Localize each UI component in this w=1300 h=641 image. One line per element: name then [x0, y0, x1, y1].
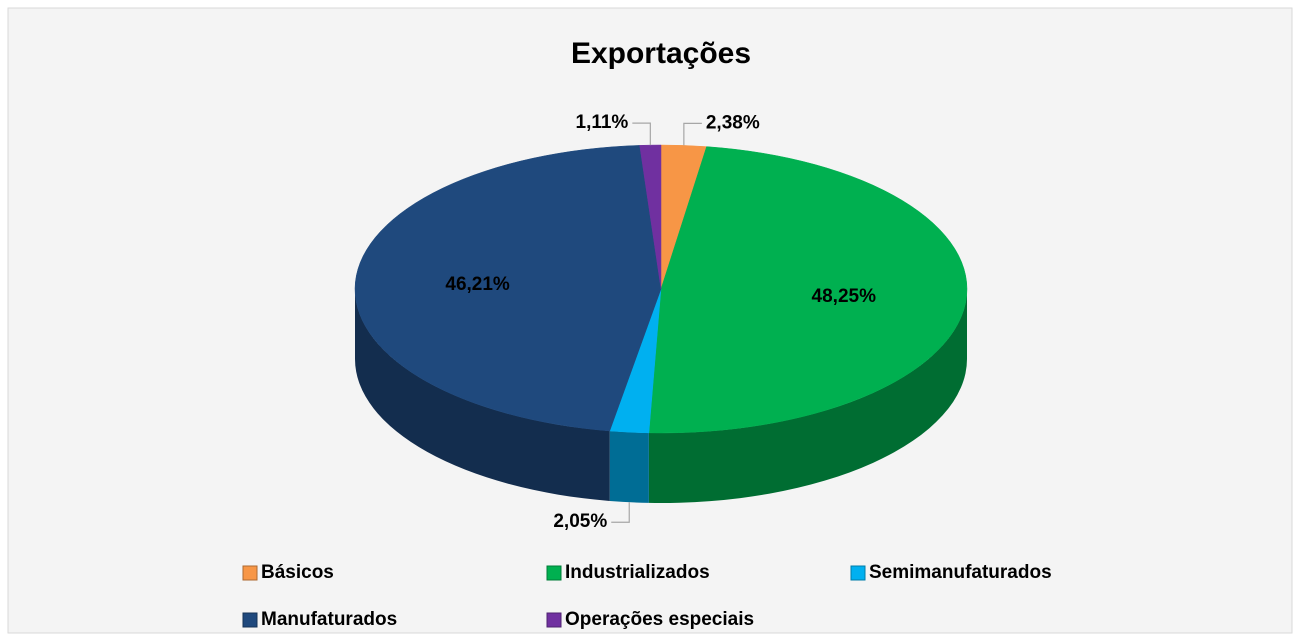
legend-label: Semimanufaturados — [869, 562, 1052, 583]
chart-title: Exportações — [571, 37, 751, 70]
pie-tops — [354, 144, 968, 434]
leader-line — [683, 122, 702, 146]
leader-line — [611, 502, 630, 523]
leader-line — [632, 122, 651, 146]
pie-slice-side — [648, 289, 967, 503]
pie-slice — [648, 146, 968, 434]
data-label: 48,25% — [812, 286, 877, 307]
pie-sides — [355, 289, 967, 503]
data-label: 46,21% — [445, 274, 510, 295]
legend-label: Operações especiais — [565, 609, 754, 630]
data-label: 2,38% — [706, 112, 760, 133]
legend-swatch — [242, 565, 258, 581]
legend-label: Manufaturados — [261, 609, 397, 630]
pie-slice-side — [355, 289, 610, 501]
data-label: 2,05% — [553, 511, 607, 532]
legend-swatch — [242, 612, 258, 628]
data-label: 1,11% — [576, 112, 629, 133]
pie-slice — [354, 145, 662, 432]
legend-label: Industrializados — [565, 562, 710, 583]
pie-slice-side — [609, 430, 649, 503]
legend-swatch — [546, 612, 562, 628]
legend-swatch — [850, 565, 866, 581]
legend-swatch — [546, 565, 562, 581]
legend-label: Básicos — [261, 562, 334, 583]
